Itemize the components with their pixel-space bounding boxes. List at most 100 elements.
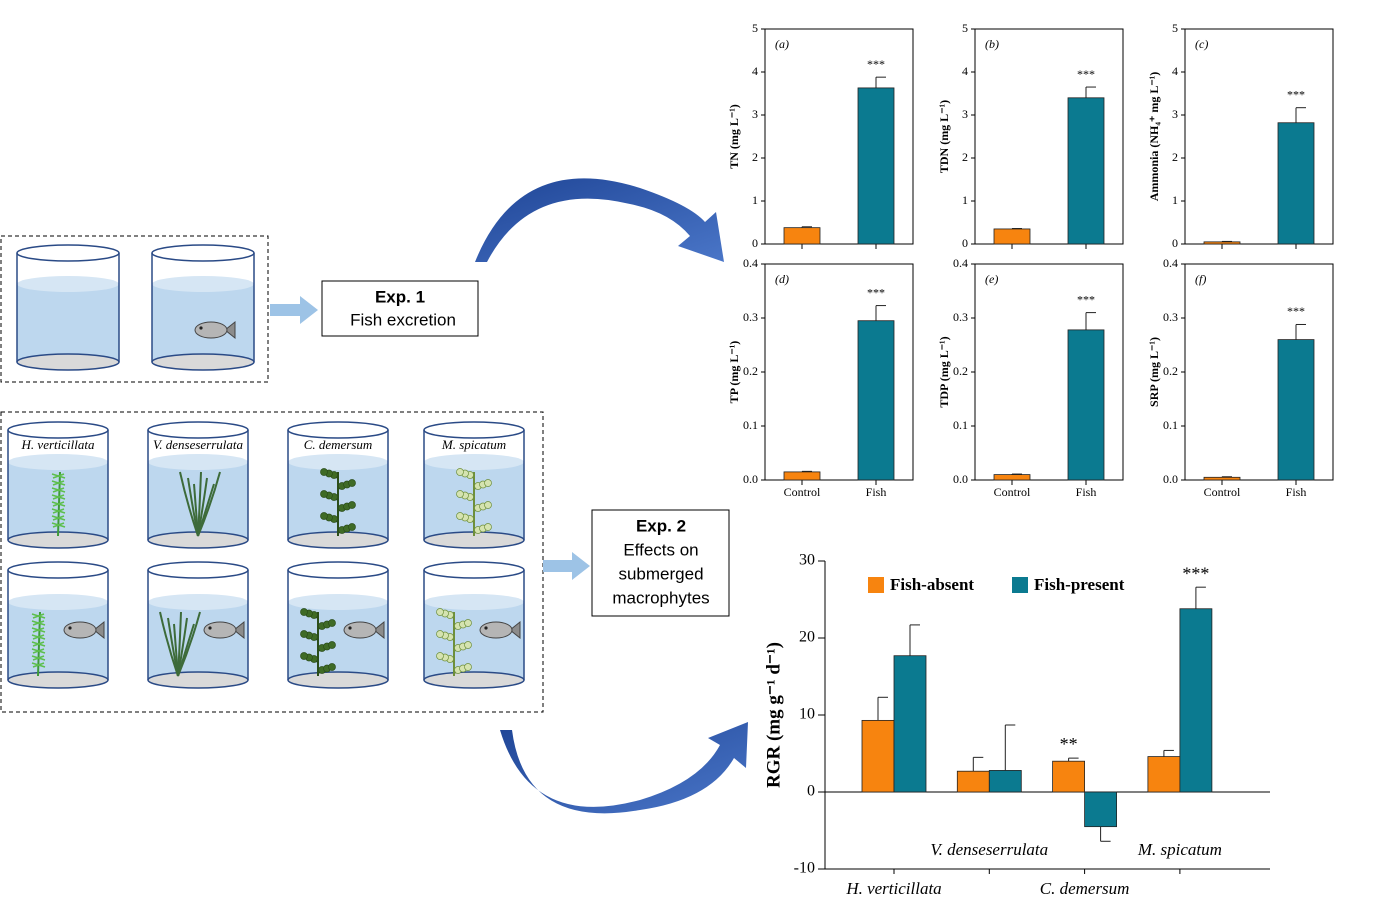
y-tick-label: 4 <box>962 64 968 78</box>
y-tick-label: 0 <box>962 236 968 250</box>
species-label: H. verticillata <box>21 437 95 452</box>
tank-bottom <box>423 671 525 689</box>
bar <box>993 228 1031 245</box>
plant-leaf <box>348 523 356 531</box>
plant-leaf <box>32 655 45 661</box>
plant-leaf <box>320 468 328 476</box>
bar <box>783 227 821 245</box>
y-tick-label: 2 <box>1172 150 1178 164</box>
significance: ** <box>1060 734 1078 754</box>
y-axis-label: Ammonia (NH₄⁺ mg L⁻¹) <box>1147 72 1161 202</box>
y-tick-label: -10 <box>794 860 815 877</box>
x-tick-label: C. demersum <box>1040 879 1130 898</box>
plant-leaf <box>320 512 328 520</box>
y-tick-label: 0.0 <box>743 472 758 486</box>
bar <box>1052 760 1085 793</box>
y-tick-label: 1 <box>752 193 758 207</box>
tank-bottom <box>287 671 389 689</box>
water-surface <box>152 276 254 292</box>
plant-leaf <box>32 613 45 619</box>
tank-bottom <box>151 353 255 371</box>
panel-label: (c) <box>1195 37 1208 51</box>
tank-top <box>16 244 120 262</box>
x-tick-label: Fish <box>866 485 887 499</box>
y-tick-label: 0.4 <box>953 256 968 270</box>
tank-bottom <box>16 353 120 371</box>
plant-leaf <box>52 494 65 500</box>
plant-leaf <box>32 620 45 626</box>
tank-top <box>147 561 249 579</box>
significance: *** <box>1077 292 1095 306</box>
water-surface <box>148 594 248 610</box>
tank-top <box>287 421 389 439</box>
y-axis-label: TN (mg L⁻¹) <box>727 104 741 169</box>
fish-tail <box>224 320 236 340</box>
significance: *** <box>1077 67 1095 81</box>
y-tick-label: 0 <box>752 236 758 250</box>
y-tick-label: 5 <box>962 21 968 35</box>
bar <box>783 471 821 481</box>
exp2-box <box>591 509 730 617</box>
exp2-title: Exp. 2 <box>636 516 686 535</box>
tank-top <box>151 244 255 262</box>
water-surface <box>8 594 108 610</box>
significance: *** <box>1287 87 1305 101</box>
tank-top <box>287 561 389 579</box>
water-surface <box>288 454 388 470</box>
tank-top <box>423 421 525 439</box>
plant-leaf <box>52 480 65 486</box>
panel-label: (a) <box>775 37 789 51</box>
exp2-line: submerged <box>618 564 703 583</box>
plant-leaf <box>436 652 444 660</box>
y-tick-label: 0.1 <box>743 418 758 432</box>
y-tick-label: 5 <box>1172 21 1178 35</box>
plant-leaf <box>32 641 45 647</box>
plant-leaf <box>300 608 308 616</box>
y-tick-label: 3 <box>1172 107 1178 121</box>
y-tick-label: 0.2 <box>1163 364 1178 378</box>
bar <box>1179 608 1213 793</box>
y-tick-label: 0.0 <box>953 472 968 486</box>
exp1-box <box>321 280 479 337</box>
exp2-line: Effects on <box>623 540 698 559</box>
bar <box>893 655 927 793</box>
fish-body <box>194 321 228 339</box>
plant-leaf <box>32 662 45 668</box>
tank-top <box>7 561 109 579</box>
plant-blade <box>197 471 221 537</box>
exp1-frame <box>0 235 269 383</box>
plant-leaf <box>456 490 464 498</box>
bar <box>1277 122 1315 245</box>
water-surface <box>148 454 248 470</box>
tank-water <box>8 602 108 680</box>
tanks <box>7 244 525 689</box>
bar <box>1067 97 1105 245</box>
x-tick-label: Control <box>1204 485 1241 499</box>
y-axis-label: TDN (mg L⁻¹) <box>937 100 951 173</box>
arrow <box>543 552 590 580</box>
y-tick-label: 30 <box>799 552 815 569</box>
y-axis-label: TDP (mg L⁻¹) <box>937 336 951 407</box>
plant-leaf <box>484 523 492 531</box>
plant-leaf <box>52 522 65 528</box>
bar <box>857 87 895 245</box>
x-tick-label: Fish <box>1286 485 1307 499</box>
y-tick-label: 0 <box>1172 236 1178 250</box>
panel-label: (b) <box>985 37 999 51</box>
bar <box>857 320 895 481</box>
plant-leaf <box>328 641 336 649</box>
plant-leaf <box>52 501 65 507</box>
bar <box>861 719 895 793</box>
plant-leaf <box>52 473 65 479</box>
y-tick-label: 0.4 <box>743 256 758 270</box>
plant-leaf <box>348 501 356 509</box>
y-tick-label: 2 <box>752 150 758 164</box>
y-tick-label: 0.2 <box>953 364 968 378</box>
y-tick-label: 0.1 <box>953 418 968 432</box>
y-tick-label: 0.3 <box>1163 310 1178 324</box>
curved-arrow <box>475 178 724 262</box>
fish-body <box>343 621 377 639</box>
water-surface <box>288 594 388 610</box>
plant-blade <box>177 611 201 677</box>
